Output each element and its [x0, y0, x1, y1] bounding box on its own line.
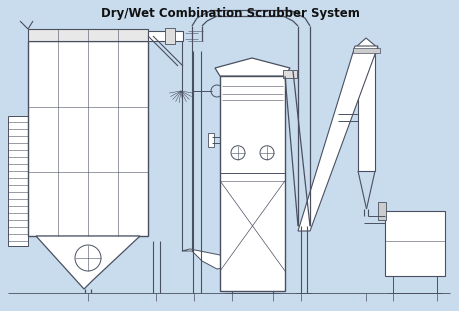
Bar [352, 48, 379, 53]
Bar [384, 211, 444, 276]
Polygon shape [182, 249, 226, 269]
Bar [219, 76, 285, 291]
Polygon shape [297, 46, 377, 231]
Polygon shape [36, 236, 140, 289]
Polygon shape [354, 38, 377, 56]
Bar [28, 29, 148, 41]
Bar [8, 116, 28, 246]
Bar [165, 28, 174, 44]
Bar [377, 202, 385, 220]
Bar [282, 70, 297, 78]
Polygon shape [148, 31, 183, 41]
Bar [357, 56, 374, 171]
Bar [28, 41, 148, 236]
Text: Dry/Wet Combination Scrubber System: Dry/Wet Combination Scrubber System [101, 7, 358, 20]
Bar [207, 133, 213, 147]
Polygon shape [214, 58, 289, 76]
